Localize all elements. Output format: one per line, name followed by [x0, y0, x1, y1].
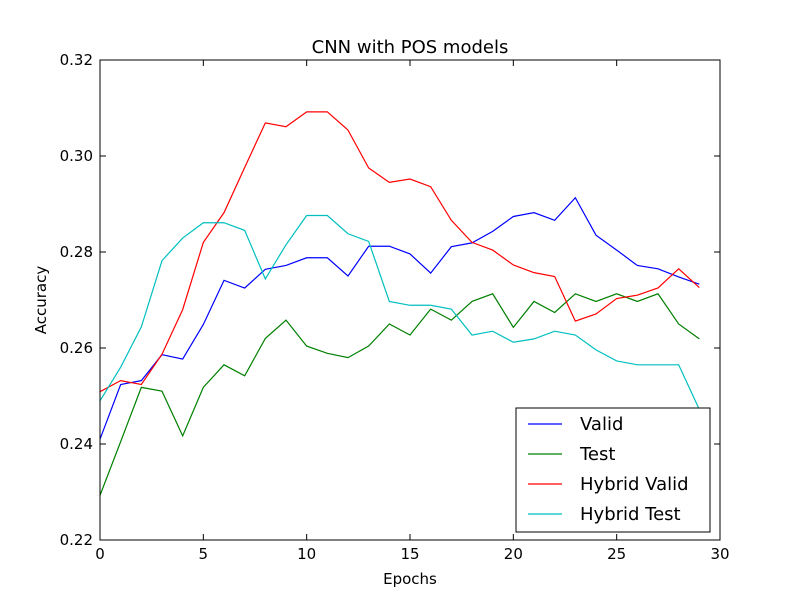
- x-tick-label: 20: [504, 545, 523, 563]
- y-tick-label: 0.32: [60, 51, 93, 69]
- series-line-1: [99, 293, 700, 496]
- y-tick-label: 0.22: [60, 531, 93, 549]
- x-tick-label: 25: [607, 545, 626, 563]
- series-lines: [99, 111, 700, 496]
- y-tick-label: 0.26: [60, 339, 93, 357]
- x-tick-label: 0: [95, 545, 105, 563]
- y-axis-label: Accuracy: [32, 266, 50, 335]
- x-tick-label: 15: [400, 545, 419, 563]
- axis-ticks: 0 5 10 15 20 25 30 0.22 0.24 0.26 0.28 0.30 0.32: [60, 51, 730, 563]
- legend-label-2: Hybrid Valid: [580, 474, 689, 495]
- legend: Valid Test Hybrid Valid Hybrid Test: [515, 407, 711, 533]
- series-line-3: [99, 214, 700, 410]
- legend-label-3: Hybrid Test: [580, 504, 681, 525]
- y-tick-label: 0.24: [60, 435, 93, 453]
- x-tick-label: 5: [199, 545, 209, 563]
- y-tick-label: 0.28: [60, 243, 93, 261]
- legend-label-1: Test: [579, 444, 615, 465]
- series-line-0: [99, 196, 700, 440]
- series-line-2: [99, 111, 700, 393]
- legend-box: [515, 407, 711, 533]
- legend-label-0: Valid: [580, 414, 623, 435]
- x-axis-label: Epochs: [383, 570, 437, 588]
- plot-frame: [99, 59, 721, 541]
- x-tick-label: 30: [710, 545, 729, 563]
- y-tick-label: 0.30: [60, 147, 93, 165]
- chart-title: CNN with POS models: [312, 37, 509, 58]
- x-tick-label: 10: [297, 545, 316, 563]
